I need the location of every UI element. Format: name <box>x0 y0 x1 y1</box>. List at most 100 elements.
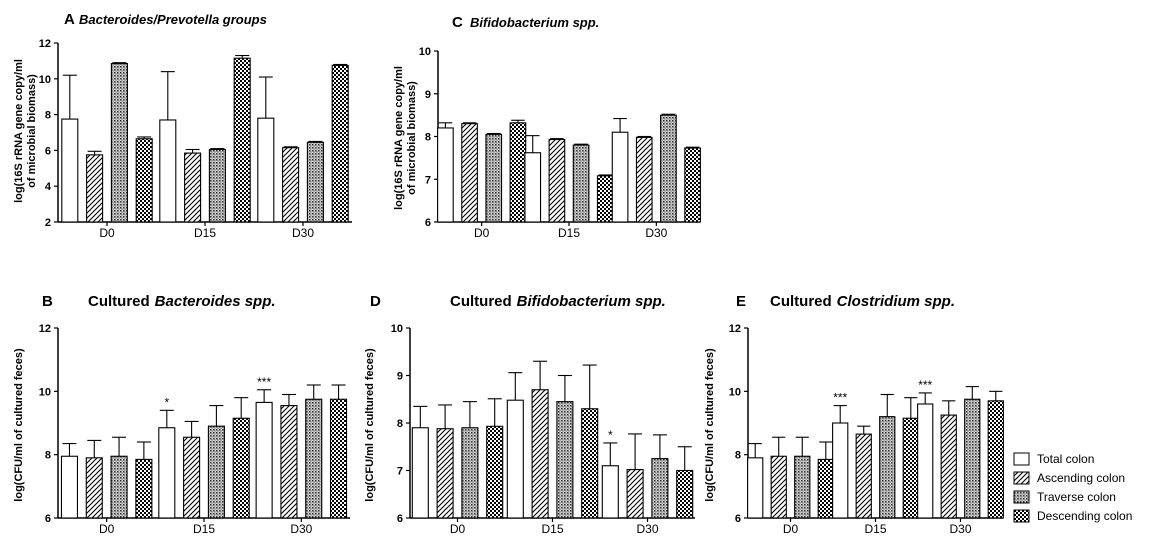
x-tick-label-a: D30 <box>292 226 314 240</box>
bar-traverse-colon <box>794 455 811 519</box>
panel-title-d: Cultured Bifidobacterium spp. <box>450 293 666 310</box>
significance-label-b: * <box>164 395 169 409</box>
y-tick-label-d: 9 <box>397 371 403 383</box>
plot-area-b: 6 8 10 12 D0 D15 * D30 *** <box>39 323 350 536</box>
x-tick-label-b: D30 <box>290 522 312 536</box>
bar-ascending-colon <box>531 389 549 519</box>
bar-traverse-colon <box>572 144 590 223</box>
bar-total-colon <box>257 117 275 223</box>
significance-label-e: *** <box>833 391 847 405</box>
y-tick-label-a: 4 <box>45 181 52 193</box>
panel-letter-b: B <box>42 293 53 310</box>
bar-ascending-colon <box>183 436 201 519</box>
bar-descending-colon <box>486 425 504 519</box>
bar-traverse-colon <box>110 63 128 223</box>
bar-traverse-colon <box>461 427 479 519</box>
bar-ascending-colon <box>86 154 104 223</box>
y-tick-label-c: 6 <box>425 217 431 229</box>
panel-letter-c: C <box>452 14 463 31</box>
bar-descending-colon <box>596 175 614 223</box>
bar-ascending-colon <box>461 123 478 223</box>
y-tick-label-a: 12 <box>39 38 51 50</box>
bar-total-colon <box>437 127 454 223</box>
y-tick-label-e: 10 <box>729 386 741 398</box>
significance-label-e: *** <box>918 378 932 392</box>
x-tick-label-c: D15 <box>558 226 580 240</box>
x-tick-label-b: D0 <box>99 522 115 536</box>
bar-ascending-colon <box>280 405 298 519</box>
plot-area-c: 6 7 8 9 10 D0 D15 D30 <box>419 46 701 240</box>
panel-title-e: Cultured Clostridium spp. <box>770 293 955 310</box>
bar-ascending-colon <box>770 455 787 519</box>
y-tick-label-c: 7 <box>425 174 431 186</box>
legend-item-total-colon: Total colon <box>1013 452 1094 466</box>
panel-letter-e: E <box>736 293 746 310</box>
bar-ascending-colon <box>635 136 653 223</box>
bar-descending-colon <box>902 417 919 519</box>
bar-ascending-colon <box>184 152 202 223</box>
y-tick-label-d: 6 <box>397 513 403 525</box>
y-tick-label-b: 6 <box>45 513 51 525</box>
y-tick-label-c: 9 <box>425 89 431 101</box>
bar-traverse-colon <box>660 114 677 223</box>
y-tick-label-c: 8 <box>425 132 431 144</box>
x-tick-label-c: D30 <box>645 226 667 240</box>
bar-total-colon <box>61 118 79 223</box>
bar-ascending-colon <box>855 433 872 519</box>
bar-descending-colon <box>684 147 701 223</box>
legend-item-traverse-colon: Traverse colon <box>1013 490 1116 504</box>
y-tick-label-c: 10 <box>419 46 431 58</box>
panel-title-d-italic: Bifidobacterium spp. <box>517 293 666 310</box>
x-tick-label-a: D15 <box>194 226 216 240</box>
legend-swatch-ascending-colon <box>1013 471 1030 485</box>
plot-area-a: 2 4 6 8 10 12 D0 D15 D30 <box>39 38 352 240</box>
panel-title-e-italic: Clostridium spp. <box>837 293 955 310</box>
panel-letter-a: A <box>64 11 75 28</box>
bar-traverse-colon <box>110 455 128 519</box>
bar-traverse-colon <box>208 148 226 223</box>
y-tick-label-a: 10 <box>39 74 51 86</box>
bar-traverse-colon <box>305 398 323 519</box>
bar-ascending-colon <box>436 428 454 519</box>
bar-total-colon <box>524 152 542 223</box>
x-tick-label-a: D0 <box>99 226 115 240</box>
legend-swatch-descending-colon <box>1013 509 1030 523</box>
bar-traverse-colon <box>485 133 503 223</box>
bar-traverse-colon <box>306 141 324 223</box>
legend: Total colon Ascending colon Traverse col… <box>1013 452 1132 523</box>
bar-total-colon <box>832 422 849 519</box>
bar-descending-colon <box>232 417 250 519</box>
y-tick-label-d: 7 <box>397 466 403 478</box>
panel-b: B Cultured Bacteroides spp. log(CFU/ml of… <box>13 293 350 536</box>
panel-title-e-prefix: Cultured <box>770 293 832 310</box>
ylabel-a-line1: log(16S rRNA gene copy/ml <box>13 59 25 203</box>
legend-swatch-total-colon <box>1013 452 1030 466</box>
y-tick-label-b: 10 <box>39 386 51 398</box>
bar-traverse-colon <box>879 416 896 519</box>
bar-ascending-colon <box>626 468 644 519</box>
bar-total-colon <box>601 465 619 519</box>
legend-label-ascending-colon: Ascending colon <box>1037 471 1125 485</box>
bar-total-colon <box>747 457 764 519</box>
y-tick-label-e: 8 <box>735 450 741 462</box>
legend-label-traverse-colon: Traverse colon <box>1037 490 1116 504</box>
ylabel-e: log(CFU/ml of cultured feces) <box>704 348 716 502</box>
ylabel-c-line1: log(16S rRNA gene copy/ml <box>393 66 405 210</box>
plot-area-d: 6 7 8 9 10 D0 D15 D30 * <box>391 323 695 536</box>
bar-descending-colon <box>509 122 527 223</box>
x-tick-label-e: D0 <box>783 522 799 536</box>
bar-ascending-colon <box>548 138 566 223</box>
legend-swatch-traverse-colon <box>1013 490 1030 504</box>
bar-total-colon <box>411 427 429 519</box>
panel-title-b-italic: Bacteroides spp. <box>155 293 276 310</box>
x-tick-label-d: D30 <box>636 522 658 536</box>
x-tick-label-d: D0 <box>450 522 466 536</box>
bar-traverse-colon <box>207 425 225 519</box>
panel-a: A Bacteroides/Prevotella groups log(16S … <box>13 11 352 240</box>
x-tick-label-b: D15 <box>193 522 215 536</box>
bar-descending-colon <box>233 57 251 223</box>
panel-title-c: Bifidobacterium spp. <box>470 15 599 30</box>
y-tick-label-a: 2 <box>45 217 51 229</box>
ylabel-b: log(CFU/ml of cultured feces) <box>13 348 25 502</box>
